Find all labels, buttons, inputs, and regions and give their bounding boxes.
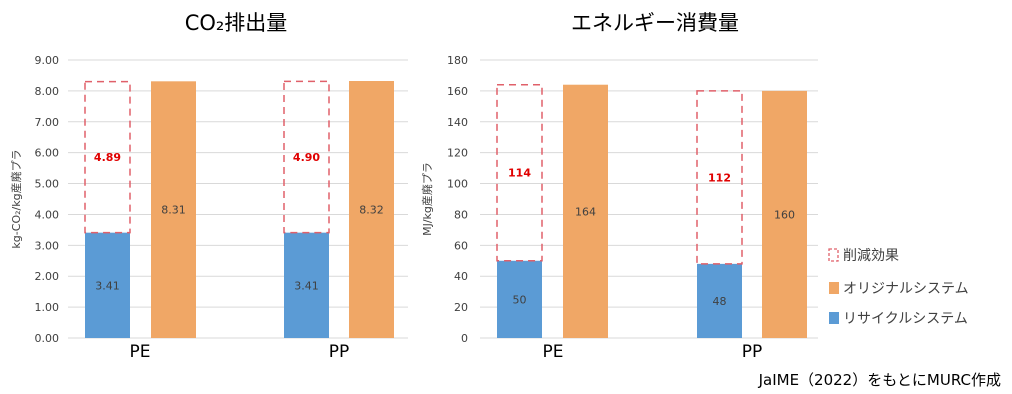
y-tick-label: 0: [461, 332, 468, 345]
bar-recycle: [497, 260, 542, 338]
legend-swatch-recycle: [829, 312, 839, 324]
y-tick-label: 9.00: [35, 54, 60, 67]
bar-reduction: [496, 83, 543, 262]
y-tick-label: 8.00: [35, 85, 60, 98]
bar-original: [349, 81, 394, 338]
x-category-label: PP: [742, 342, 763, 362]
y-tick-label: 0.00: [35, 332, 60, 345]
bar-recycle: [697, 263, 742, 338]
value-label-reduction: 4.90: [293, 151, 320, 164]
y-tick-label: 100: [447, 178, 468, 191]
y-tick-label: 20: [454, 301, 468, 314]
bar-original: [762, 90, 807, 338]
y-tick-label: 3.00: [35, 239, 60, 252]
y-tick-label: 5.00: [35, 178, 60, 191]
legend-label: オリジナルシステム: [843, 281, 969, 297]
x-category-label: PP: [329, 342, 350, 362]
value-label-original: 8.31: [161, 204, 186, 217]
chart-title: エネルギー消費量: [571, 11, 739, 35]
bar-reduction: [283, 80, 330, 234]
chart-title: CO₂排出量: [185, 11, 288, 35]
y-tick-label: 6.00: [35, 147, 60, 160]
y-tick-label: 120: [447, 147, 468, 160]
y-tick-label: 40: [454, 270, 468, 283]
bar-reduction: [696, 90, 743, 265]
y-tick-label: 4.00: [35, 208, 60, 221]
bar-recycle: [85, 232, 130, 338]
value-label-original: 160: [774, 208, 795, 221]
y-tick-label: 7.00: [35, 116, 60, 129]
value-label-original: 164: [575, 205, 596, 218]
y-tick-label: 160: [447, 85, 468, 98]
y-tick-label: 60: [454, 239, 468, 252]
value-label-original: 8.32: [359, 204, 384, 217]
legend-label: リサイクルシステム: [843, 311, 968, 327]
y-tick-label: 180: [447, 54, 468, 67]
bar-reduction: [84, 80, 131, 234]
value-label-reduction: 4.89: [94, 151, 121, 164]
y-axis-label: MJ/kg産廃プラ: [420, 162, 434, 236]
y-axis-label: kg-CO₂/kg産廃プラ: [9, 149, 23, 248]
y-tick-label: 140: [447, 116, 468, 129]
x-category-label: PE: [543, 342, 564, 362]
legend-swatch-reduction: [828, 248, 839, 262]
bar-recycle: [284, 232, 329, 338]
bar-original: [151, 81, 196, 339]
y-tick-label: 1.00: [35, 301, 60, 314]
value-label-recycle: 3.41: [95, 279, 120, 292]
legend-swatch-original: [829, 282, 839, 294]
value-label-recycle: 50: [513, 293, 527, 306]
bar-original: [563, 84, 608, 338]
value-label-reduction: 112: [708, 171, 731, 184]
source-note: JaIME（2022）をもとにMURC作成: [758, 371, 1001, 389]
y-tick-label: 2.00: [35, 270, 60, 283]
x-category-label: PE: [130, 342, 151, 362]
y-tick-label: 80: [454, 208, 468, 221]
value-label-recycle: 48: [713, 295, 727, 308]
value-label-recycle: 3.41: [294, 279, 319, 292]
legend-label: 削減効果: [843, 247, 899, 264]
value-label-reduction: 114: [508, 167, 531, 180]
